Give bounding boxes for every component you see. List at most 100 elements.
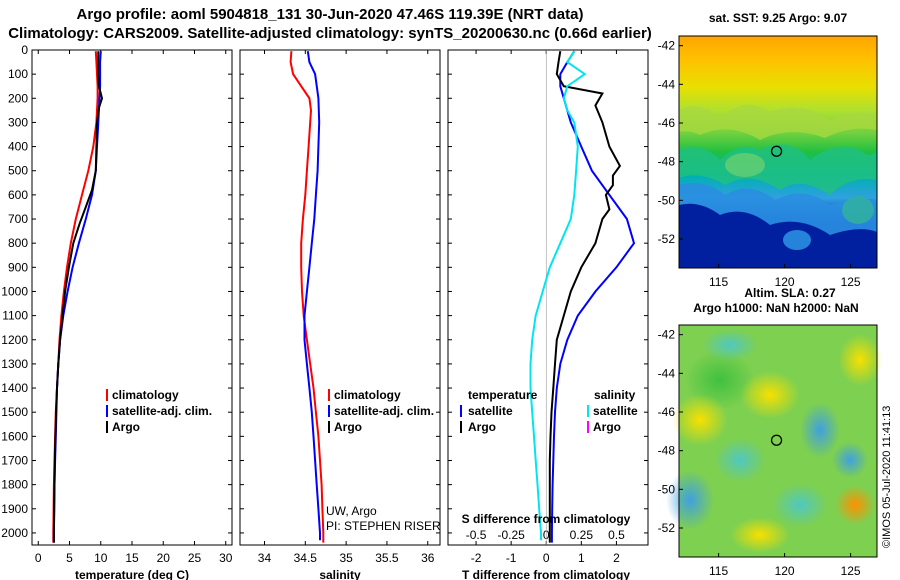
legend-label-argo: Argo [112,420,140,434]
sla-map: Altim. SLA: 0.27 Argo h1000: NaN h2000: … [658,286,882,578]
x-tick-label: 34 [258,551,272,565]
lon-tick-label: 120 [775,275,795,289]
x-tick-label: 30 [219,551,233,565]
depth-tick-label: 1400 [1,381,28,395]
x2-tick-label: -0.25 [497,528,525,542]
lon-tick-label: 115 [709,564,728,578]
depth-tick-label: 300 [8,115,28,129]
lat-tick-label: -48 [658,155,676,169]
legend-label-argo: Argo [334,420,362,434]
series-satellite-adj-clim--line [303,51,321,541]
pi-note: PI: STEPHEN RISER [326,519,441,533]
lat-tick-label: -48 [658,444,676,458]
lon-tick-label: 120 [775,564,795,578]
series-salinity-satellite-line [529,50,587,541]
temperature-axis-label: temperature (deg C) [75,568,189,580]
sst-map-image [679,36,877,268]
depth-tick-label: 200 [8,91,28,105]
sla-map-image [666,325,882,557]
x-tick-label: 2 [613,551,620,565]
lat-tick-label: -44 [658,77,676,91]
x-tick-label: 10 [94,551,108,565]
x-tick-label: 5 [66,551,73,565]
legend-label-satellite: satellite-adj. clim. [112,404,212,418]
imos-stamp: ©IMOS 05-Jul-2020 11:41:13 [881,406,893,548]
legend-label-s-satellite: satellite [593,404,638,418]
lat-tick-label: -46 [658,405,676,419]
legend-heading-salinity: salinity [594,388,636,402]
depth-tick-label: 1000 [1,284,28,298]
legend-label-climatology: climatology [334,388,401,402]
legend-swatch-satellite [328,405,330,417]
lat-tick-label: -52 [658,232,676,246]
lat-tick-label: -42 [658,328,676,342]
figure-subtitle: Climatology: CARS2009. Satellite-adjuste… [8,25,652,42]
x2-tick-label: 0.25 [570,528,594,542]
t-difference-axis-label: T difference from climatology [462,568,630,580]
depth-tick-label: 400 [8,140,28,154]
depth-tick-label: 600 [8,188,28,202]
depth-tick-label: 900 [8,260,28,274]
legend-label-satellite: satellite-adj. clim. [334,404,434,418]
salinity-panel-frame [239,49,441,546]
depth-tick-label: 1100 [2,309,28,323]
argo-position-marker [770,434,783,446]
legend-swatch-t-argo [460,421,462,433]
depth-tick-label: 800 [8,236,28,250]
depth-tick-label: 100 [8,67,28,81]
difference-legend: temperature salinity satellite Argo sate… [460,388,638,434]
legend-swatch-s-satellite [587,405,589,417]
x-tick-label: 35.5 [375,551,399,565]
x-tick-label: 0 [35,551,42,565]
legend-swatch-s-argo [587,421,589,433]
temperature-legend: climatology satellite-adj. clim. Argo [106,388,212,434]
lat-tick-label: -46 [658,116,676,130]
x-tick-label: 25 [188,551,202,565]
depth-tick-label: 1700 [1,453,28,467]
sst-map-title: sat. SST: 9.25 Argo: 9.07 [709,11,848,25]
depth-tick-label: 700 [8,212,28,226]
series-argo-line [52,51,104,543]
temperature-panel: 0 5 10 15 20 25 30 [31,49,233,565]
sst-map-lon-ticks: 115 120 125 [709,264,861,289]
lat-tick-label: -52 [658,521,676,535]
figure-title: Argo profile: aoml 5904818_131 30-Jun-20… [76,6,584,23]
sst-map-frame [678,35,878,269]
sst-map-lat-ticks: -42 -44 -46 -48 -50 -52 [658,39,683,246]
salinity-axis-label: salinity [319,568,361,580]
x2-tick-label: -0.5 [466,528,487,542]
sst-map: sat. SST: 9.25 Argo: 9.07 115 120 125 -42-… [658,11,878,289]
legend-label-s-argo: Argo [593,420,621,434]
operator-note: UW, Argo [326,504,377,518]
lat-tick-label: -44 [658,366,676,380]
x-tick-label: -2 [471,551,482,565]
lat-tick-label: -50 [658,482,676,496]
legend-swatch-argo [106,421,108,433]
depth-tick-label: 1200 [1,333,28,347]
lon-tick-label: 115 [709,275,728,289]
series-temperature-argo-line [548,51,622,543]
legend-swatch-climatology [106,389,108,401]
sla-map-title: Altim. SLA: 0.27 [744,286,836,300]
legend-swatch-satellite [106,405,108,417]
legend-label-climatology: climatology [112,388,179,402]
x-tick-label: 36 [421,551,435,565]
sla-map-lat-ticks: -42 -44 -46 -48 -50 -52 [658,328,683,535]
sla-map-frame [678,324,878,558]
legend-heading-temperature: temperature [468,388,538,402]
x-tick-label: 0 [543,551,550,565]
x-tick-label: 15 [125,551,139,565]
difference-panel-frame [447,49,649,546]
legend-swatch-t-satellite [460,405,462,417]
depth-tick-label: 500 [8,164,28,178]
salinity-legend: climatology satellite-adj. clim. Argo [328,388,434,434]
lat-tick-label: -50 [658,193,676,207]
depth-tick-label: 1300 [1,357,28,371]
series-climatology-line [289,51,325,543]
legend-swatch-argo [328,421,330,433]
legend-label-t-satellite: satellite [468,404,513,418]
lon-tick-label: 125 [841,564,861,578]
x-tick-label: 34.5 [294,551,318,565]
sla-map-lon-ticks: 115 120 125 [709,553,861,578]
lon-tick-label: 125 [841,275,861,289]
